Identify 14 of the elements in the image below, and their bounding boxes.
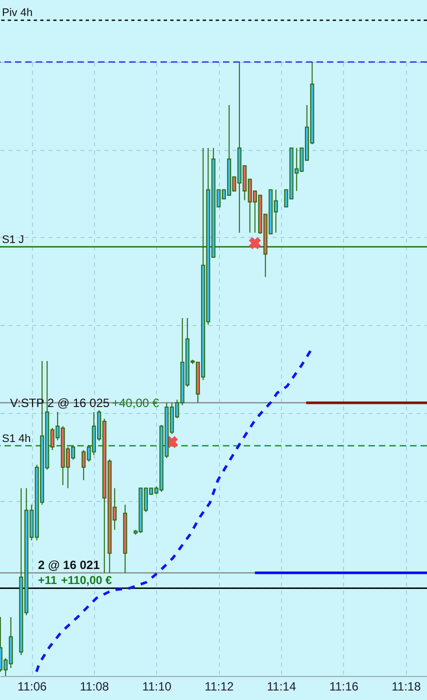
x-tick-label: 11:14: [266, 680, 296, 694]
annotation: 2 @ 16 021: [38, 558, 100, 572]
annotation: +110,00 €: [61, 575, 112, 587]
x-tick-label: 11:06: [18, 680, 48, 694]
x-tick-label: 11:08: [80, 680, 110, 694]
ref-line-label: S1 J: [2, 234, 24, 246]
x-tick-label: 11:16: [329, 680, 359, 694]
x-tick-label: 11:10: [142, 680, 172, 694]
ref-line-label: S1 4h: [2, 432, 31, 445]
ref-line-label: Piv 4h: [2, 7, 33, 20]
annotation: +40,00 €: [112, 396, 160, 410]
x-tick-label: 11:12: [204, 680, 234, 694]
annotation: +11: [38, 575, 58, 587]
x-tick-label: 11:18: [392, 680, 422, 694]
